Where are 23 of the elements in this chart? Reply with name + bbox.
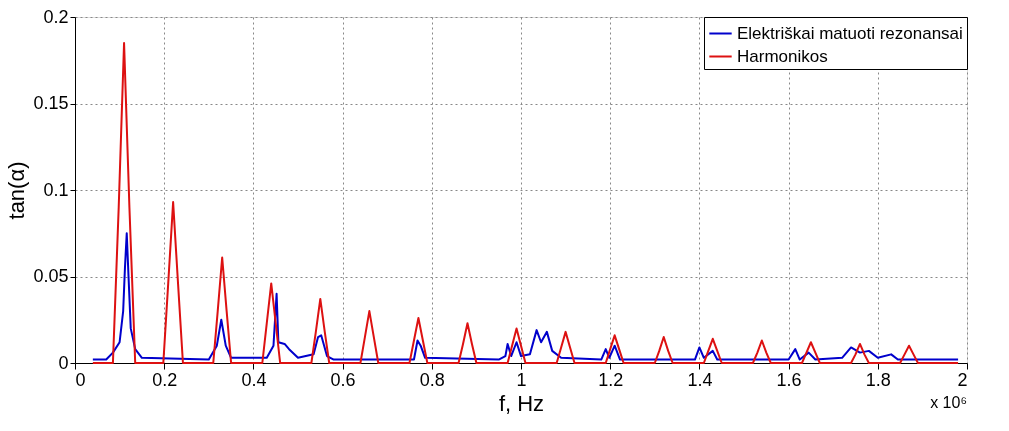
text: x 10⁶ [930, 394, 967, 411]
x-tick-label: 0.4 [241, 369, 267, 390]
x-tick-label: 0.8 [419, 369, 445, 390]
y-tick-label: 0.05 [33, 266, 69, 286]
x-tick-label: 0 [75, 369, 86, 390]
line-series [91, 232, 960, 361]
y-tick-label: 0.15 [33, 93, 69, 113]
x-tick-label: 1.2 [598, 369, 624, 390]
x-tick-label: 0.6 [330, 369, 356, 390]
x-axis-title: f, Hz [498, 390, 545, 416]
y-axis-title: tan(α) [4, 161, 30, 220]
x-tick-label: 2 [957, 369, 968, 390]
x-tick-label: 1.8 [865, 369, 891, 390]
legend-label: Harmonikos [737, 46, 828, 66]
y-tick-label: 0.2 [43, 6, 69, 27]
y-tick-label: 0 [58, 352, 69, 373]
x-tick-label: 0.2 [152, 369, 178, 390]
y-tick-label: 0.1 [43, 179, 69, 200]
x-tick-label: 1 [516, 369, 527, 390]
x-tick-label: 1.4 [687, 369, 713, 390]
x-tick-label: 1.6 [776, 369, 802, 390]
legend-label: Elektriškai matuoti rezonansai [737, 23, 963, 43]
line-series [91, 41, 960, 364]
